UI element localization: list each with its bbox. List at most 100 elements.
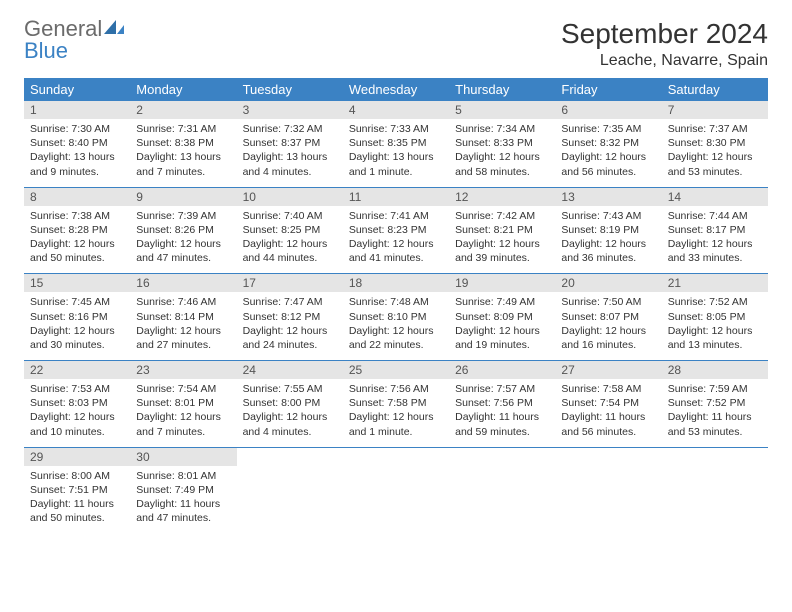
calendar-day: 25 Sunrise: 7:56 AMSunset: 7:58 PMDayligh… [343, 361, 449, 448]
day-body: Sunrise: 7:47 AMSunset: 8:12 PMDaylight:… [237, 292, 343, 360]
daylight: Daylight: 12 hours and 10 minutes. [30, 410, 124, 438]
day-body: Sunrise: 7:40 AMSunset: 8:25 PMDaylight:… [237, 206, 343, 274]
day-body: Sunrise: 7:53 AMSunset: 8:03 PMDaylight:… [24, 379, 130, 447]
day-body: Sunrise: 7:52 AMSunset: 8:05 PMDaylight:… [662, 292, 768, 360]
day-body: Sunrise: 7:50 AMSunset: 8:07 PMDaylight:… [555, 292, 661, 360]
calendar-day: 21Sunrise: 7:52 AMSunset: 8:05 PMDayligh… [662, 274, 768, 361]
sunrise: Sunrise: 7:33 AM [349, 122, 443, 136]
sunrise: Sunrise: 7:56 AM [349, 382, 443, 396]
day-body: Sunrise: 7:34 AMSunset: 8:33 PMDaylight:… [449, 119, 555, 187]
sunrise: Sunrise: 7:34 AM [455, 122, 549, 136]
day-number: 4 [343, 101, 449, 119]
calendar-day: 29Sunrise: 8:00 AMSunset: 7:51 PMDayligh… [24, 447, 130, 533]
day-number: 7 [662, 101, 768, 119]
calendar-day: 16Sunrise: 7:46 AMSunset: 8:14 PMDayligh… [130, 274, 236, 361]
day-body: Sunrise: 7:44 AMSunset: 8:17 PMDaylight:… [662, 206, 768, 274]
daylight: Daylight: 12 hours and 4 minutes. [243, 410, 337, 438]
calendar-week: 22Sunrise: 7:53 AMSunset: 8:03 PMDayligh… [24, 361, 768, 448]
calendar-day: 8Sunrise: 7:38 AMSunset: 8:28 PMDaylight… [24, 187, 130, 274]
day-body: Sunrise: 7:37 AMSunset: 8:30 PMDaylight:… [662, 119, 768, 187]
day-body: Sunrise: 7:43 AMSunset: 8:19 PMDaylight:… [555, 206, 661, 274]
daylight: Daylight: 13 hours and 1 minute. [349, 150, 443, 178]
day-body: Sunrise: 7:41 AMSunset: 8:23 PMDaylight:… [343, 206, 449, 274]
day-body: Sunrise: 7:46 AMSunset: 8:14 PMDaylight:… [130, 292, 236, 360]
day-number: 30 [130, 448, 236, 466]
sunrise: Sunrise: 7:41 AM [349, 209, 443, 223]
sunrise: Sunrise: 7:31 AM [136, 122, 230, 136]
day-body: Sunrise: 7:49 AMSunset: 8:09 PMDaylight:… [449, 292, 555, 360]
calendar-day: 14Sunrise: 7:44 AMSunset: 8:17 PMDayligh… [662, 187, 768, 274]
sunrise: Sunrise: 7:43 AM [561, 209, 655, 223]
sunrise: Sunrise: 7:46 AM [136, 295, 230, 309]
calendar-day: 7Sunrise: 7:37 AMSunset: 8:30 PMDaylight… [662, 101, 768, 187]
sunset: Sunset: 8:07 PM [561, 310, 655, 324]
sunrise: Sunrise: 7:47 AM [243, 295, 337, 309]
daylight: Daylight: 11 hours and 56 minutes. [561, 410, 655, 438]
daylight: Daylight: 11 hours and 47 minutes. [136, 497, 230, 525]
day-number: 17 [237, 274, 343, 292]
day-number: 9 [130, 188, 236, 206]
sunset: Sunset: 8:10 PM [349, 310, 443, 324]
weekday-header: Monday [130, 78, 236, 101]
weekday-header: Sunday [24, 78, 130, 101]
calendar-body: 1Sunrise: 7:30 AMSunset: 8:40 PMDaylight… [24, 101, 768, 533]
day-body: Sunrise: 7:39 AMSunset: 8:26 PMDaylight:… [130, 206, 236, 274]
sunset: Sunset: 8:35 PM [349, 136, 443, 150]
sunrise: Sunrise: 7:45 AM [30, 295, 124, 309]
calendar-day: 3Sunrise: 7:32 AMSunset: 8:37 PMDaylight… [237, 101, 343, 187]
calendar-day: 27Sunrise: 7:58 AMSunset: 7:54 PMDayligh… [555, 361, 661, 448]
day-number: 24 [237, 361, 343, 379]
sunset: Sunset: 8:37 PM [243, 136, 337, 150]
sunrise: Sunrise: 8:01 AM [136, 469, 230, 483]
calendar-day: 17Sunrise: 7:47 AMSunset: 8:12 PMDayligh… [237, 274, 343, 361]
daylight: Daylight: 12 hours and 50 minutes. [30, 237, 124, 265]
sunrise: Sunrise: 7:59 AM [668, 382, 762, 396]
weekday-header: Thursday [449, 78, 555, 101]
sunrise: Sunrise: 7:53 AM [30, 382, 124, 396]
daylight: Daylight: 12 hours and 1 minute. [349, 410, 443, 438]
calendar-day: 4 Sunrise: 7:33 AMSunset: 8:35 PMDaylight… [343, 101, 449, 187]
sunset: Sunset: 7:51 PM [30, 483, 124, 497]
sunset: Sunset: 8:26 PM [136, 223, 230, 237]
sunrise: Sunrise: 7:55 AM [243, 382, 337, 396]
daylight: Daylight: 12 hours and 36 minutes. [561, 237, 655, 265]
month-title: September 2024 [561, 18, 768, 50]
day-body: Sunrise: 7:31 AMSunset: 8:38 PMDaylight:… [130, 119, 236, 187]
sunrise: Sunrise: 7:35 AM [561, 122, 655, 136]
sunrise: Sunrise: 7:49 AM [455, 295, 549, 309]
day-number: 15 [24, 274, 130, 292]
day-number: 6 [555, 101, 661, 119]
calendar-day: 20Sunrise: 7:50 AMSunset: 8:07 PMDayligh… [555, 274, 661, 361]
day-body: Sunrise: 8:01 AMSunset: 7:49 PMDaylight:… [130, 466, 236, 534]
day-number: 14 [662, 188, 768, 206]
day-number: 25 [343, 361, 449, 379]
daylight: Daylight: 12 hours and 24 minutes. [243, 324, 337, 352]
location: Leache, Navarre, Spain [561, 52, 768, 70]
daylight: Daylight: 12 hours and 30 minutes. [30, 324, 124, 352]
daylight: Daylight: 12 hours and 53 minutes. [668, 150, 762, 178]
sunset: Sunset: 8:32 PM [561, 136, 655, 150]
header: General Blue September 2024 Leache, Nava… [24, 18, 768, 70]
logo-blue: Blue [24, 38, 68, 63]
sunset: Sunset: 8:09 PM [455, 310, 549, 324]
calendar-day: 19Sunrise: 7:49 AMSunset: 8:09 PMDayligh… [449, 274, 555, 361]
sunset: Sunset: 7:58 PM [349, 396, 443, 410]
day-body: Sunrise: 7:59 AMSunset: 7:52 PMDaylight:… [662, 379, 768, 447]
sunset: Sunset: 8:14 PM [136, 310, 230, 324]
day-number: 13 [555, 188, 661, 206]
calendar-day: 28Sunrise: 7:59 AMSunset: 7:52 PMDayligh… [662, 361, 768, 448]
day-number: 23 [130, 361, 236, 379]
sunset: Sunset: 8:19 PM [561, 223, 655, 237]
calendar-week: 15Sunrise: 7:45 AMSunset: 8:16 PMDayligh… [24, 274, 768, 361]
daylight: Daylight: 12 hours and 44 minutes. [243, 237, 337, 265]
sunrise: Sunrise: 7:57 AM [455, 382, 549, 396]
day-body: Sunrise: 7:55 AMSunset: 8:00 PMDaylight:… [237, 379, 343, 447]
day-number: 11 [343, 188, 449, 206]
sunrise: Sunrise: 7:40 AM [243, 209, 337, 223]
daylight: Daylight: 12 hours and 27 minutes. [136, 324, 230, 352]
day-number: 12 [449, 188, 555, 206]
day-number: 28 [662, 361, 768, 379]
daylight: Daylight: 11 hours and 50 minutes. [30, 497, 124, 525]
calendar-week: 29Sunrise: 8:00 AMSunset: 7:51 PMDayligh… [24, 447, 768, 533]
weekday-header: Friday [555, 78, 661, 101]
